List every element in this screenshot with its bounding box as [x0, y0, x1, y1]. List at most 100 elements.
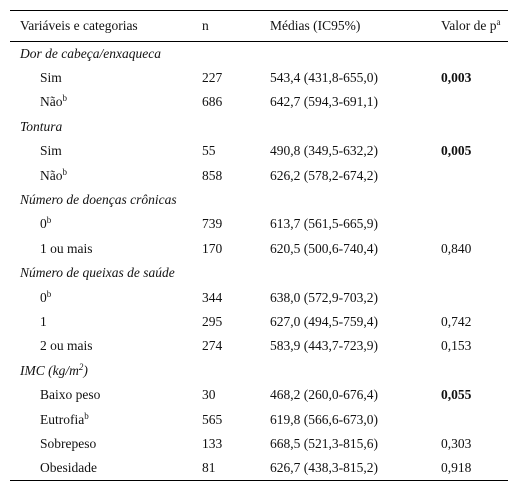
text: Número de doenças crônicas: [20, 192, 177, 208]
mean-value: 627,0 (494,5-759,4): [270, 313, 378, 329]
text: 0: [40, 289, 47, 305]
text: 2 ou mais: [40, 338, 93, 354]
data-row: Sim 227 543,4 (431,8-655,0) 0,003: [10, 66, 508, 90]
label-cell: Nãob: [10, 163, 202, 187]
n-cell: 30: [202, 383, 270, 407]
p-value: 0,153: [441, 338, 472, 354]
text: Dor de cabeça/enxaqueca: [20, 45, 161, 61]
n-cell: 565: [202, 407, 270, 431]
data-row: Nãob 686 642,7 (594,3-691,1): [10, 90, 508, 114]
n-cell: 170: [202, 237, 270, 261]
mean-cell: 543,4 (431,8-655,0): [270, 66, 441, 90]
p-cell: [441, 285, 508, 309]
header-text: Médias (IC95%): [270, 18, 361, 33]
mean-value: 583,9 (443,7-723,9): [270, 338, 378, 354]
superscript: b: [46, 288, 52, 299]
data-row: Obesidade 81 626,7 (438,3-815,2) 0,918: [10, 456, 508, 481]
data-table: Variáveis e categorias n Médias (IC95%) Val…: [10, 10, 508, 481]
label-cell: 0b: [10, 212, 202, 236]
superscript: b: [46, 215, 52, 226]
n-value: 30: [202, 387, 216, 403]
group-row: Tontura: [10, 115, 508, 139]
data-row: 0b 739 613,7 (561,5-665,9): [10, 212, 508, 236]
mean-cell: 619,8 (566,6-673,0): [270, 407, 441, 431]
p-value: 0,303: [441, 435, 472, 451]
table-body: Dor de cabeça/enxaqueca Sim 227 543,4 (431,…: [10, 42, 508, 481]
p-value: 0,918: [441, 460, 472, 476]
n-cell: 344: [202, 285, 270, 309]
superscript: b: [62, 93, 68, 104]
mean-value: 490,8 (349,5-632,2): [270, 143, 378, 159]
n-value: 55: [202, 143, 216, 159]
superscript: a: [496, 17, 501, 27]
label-cell: Obesidade: [10, 456, 202, 481]
data-row: Sobrepeso 133 668,5 (521,3-815,6) 0,303: [10, 432, 508, 456]
text: ): [83, 362, 88, 378]
p-value: 0,003: [441, 70, 472, 86]
text: IMC (kg/m: [20, 362, 79, 378]
label-cell: Sobrepeso: [10, 432, 202, 456]
group-title: Tontura: [10, 115, 508, 139]
p-cell: 0,005: [441, 139, 508, 163]
mean-cell: 626,2 (578,2-674,2): [270, 163, 441, 187]
n-value: 227: [202, 70, 223, 86]
mean-cell: 490,8 (349,5-632,2): [270, 139, 441, 163]
header-text: n: [202, 18, 209, 33]
mean-value: 468,2 (260,0-676,4): [270, 387, 378, 403]
bold: 0,005: [441, 143, 471, 158]
n-cell: 274: [202, 334, 270, 358]
p-cell: 0,918: [441, 456, 508, 481]
superscript: b: [84, 410, 89, 421]
table-header: Variáveis e categorias n Médias (IC95%) Val…: [10, 10, 508, 42]
mean-cell: 613,7 (561,5-665,9): [270, 212, 441, 236]
p-value: 0,055: [441, 387, 472, 403]
data-row: Eutrofiab 565 619,8 (566,6-673,0): [10, 407, 508, 431]
p-cell: 0,153: [441, 334, 508, 358]
text: Sim: [40, 70, 62, 86]
p-value: 0,005: [441, 143, 472, 159]
p-cell: [441, 90, 508, 114]
data-row: 2 ou mais 274 583,9 (443,7-723,9) 0,153: [10, 334, 508, 358]
mean-cell: 627,0 (494,5-759,4): [270, 310, 441, 334]
group-row: IMC (kg/m2): [10, 359, 508, 383]
text: 1: [40, 313, 47, 329]
data-row: Baixo peso 30 468,2 (260,0-676,4) 0,055: [10, 383, 508, 407]
group-row: Dor de cabeça/enxaqueca: [10, 42, 508, 66]
text: Sobrepeso: [40, 435, 97, 451]
p-cell: 0,055: [441, 383, 508, 407]
mean-cell: 638,0 (572,9-703,2): [270, 285, 441, 309]
p-cell: [441, 212, 508, 236]
n-cell: 858: [202, 163, 270, 187]
header-cell: Valor de pa: [441, 10, 508, 42]
data-row: 1 ou mais 170 620,5 (500,6-740,4) 0,840: [10, 237, 508, 261]
data-row: 0b 344 638,0 (572,9-703,2): [10, 285, 508, 309]
mean-cell: 668,5 (521,3-815,6): [270, 432, 441, 456]
n-cell: 739: [202, 212, 270, 236]
n-cell: 55: [202, 139, 270, 163]
superscript: 2: [78, 361, 84, 372]
p-cell: [441, 163, 508, 187]
header-cell: n: [202, 10, 270, 42]
group-title: Dor de cabeça/enxaqueca: [10, 42, 508, 66]
bold: 0,055: [441, 387, 471, 402]
label-cell: Baixo peso: [10, 383, 202, 407]
group-row: Número de queixas de saúde: [10, 261, 508, 285]
mean-cell: 626,7 (438,3-815,2): [270, 456, 441, 481]
n-value: 81: [202, 460, 216, 476]
page: Variáveis e categorias n Médias (IC95%) Val…: [10, 10, 508, 481]
mean-cell: 583,9 (443,7-723,9): [270, 334, 441, 358]
group-row: Número de doenças crônicas: [10, 188, 508, 212]
label-cell: 2 ou mais: [10, 334, 202, 358]
label-cell: Sim: [10, 66, 202, 90]
n-value: 739: [202, 216, 223, 232]
n-cell: 81: [202, 456, 270, 481]
n-value: 295: [202, 313, 223, 329]
mean-cell: 620,5 (500,6-740,4): [270, 237, 441, 261]
text: 1 ou mais: [40, 240, 93, 256]
n-value: 858: [202, 167, 223, 183]
n-value: 274: [202, 338, 223, 354]
header-row: Variáveis e categorias n Médias (IC95%) Val…: [10, 10, 508, 42]
group-title: Número de queixas de saúde: [10, 261, 508, 285]
n-cell: 686: [202, 90, 270, 114]
mean-cell: 642,7 (594,3-691,1): [270, 90, 441, 114]
